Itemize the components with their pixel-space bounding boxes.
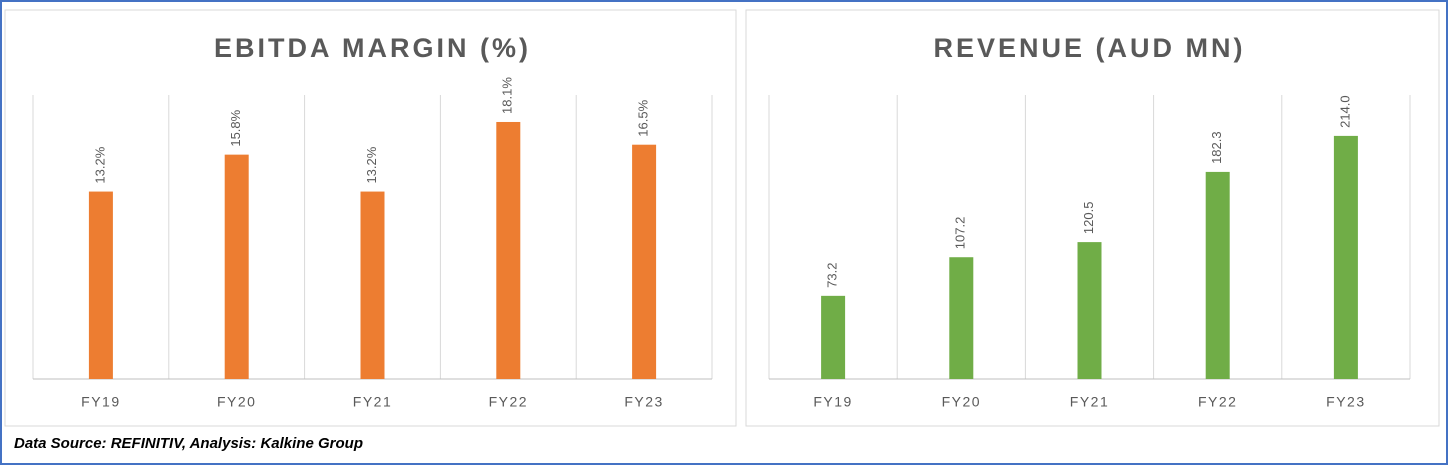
x-tick-label: FY20	[942, 394, 981, 410]
value-label: 107.2	[953, 217, 968, 250]
x-tick-label: FY19	[813, 394, 852, 410]
value-label: 18.1%	[500, 77, 515, 114]
x-tick-label: FY19	[81, 394, 120, 410]
x-tick-label: FY23	[1326, 394, 1365, 410]
value-label: 214.0	[1337, 95, 1352, 128]
x-tick-label: FY21	[1070, 394, 1109, 410]
x-tick-label: FY22	[1198, 394, 1237, 410]
bar	[632, 144, 657, 379]
chart-title: EBITDA MARGIN (%)	[214, 33, 531, 63]
bar	[360, 191, 385, 379]
x-tick-label: FY20	[217, 394, 256, 410]
x-tick-label: FY23	[624, 394, 663, 410]
bar	[1333, 135, 1358, 379]
bar	[88, 191, 113, 379]
panel	[745, 9, 1440, 427]
bar	[1077, 242, 1102, 379]
x-tick-label: FY21	[353, 394, 392, 410]
bar	[496, 121, 521, 379]
source-note: Data Source: REFINITIV, Analysis: Kalkin…	[14, 435, 363, 452]
x-tick-label: FY22	[489, 394, 528, 410]
bar	[949, 257, 974, 379]
value-label: 16.5%	[636, 99, 651, 136]
bar	[224, 154, 249, 379]
chart-title: REVENUE (AUD MN)	[933, 33, 1245, 63]
value-label: 13.2%	[92, 146, 107, 183]
value-label: 73.2	[825, 263, 840, 288]
bar	[1205, 171, 1230, 379]
value-label: 15.8%	[228, 109, 243, 146]
value-label: 13.2%	[364, 146, 379, 183]
value-label: 120.5	[1081, 202, 1096, 235]
value-label: 182.3	[1209, 131, 1224, 164]
bar	[821, 295, 846, 379]
